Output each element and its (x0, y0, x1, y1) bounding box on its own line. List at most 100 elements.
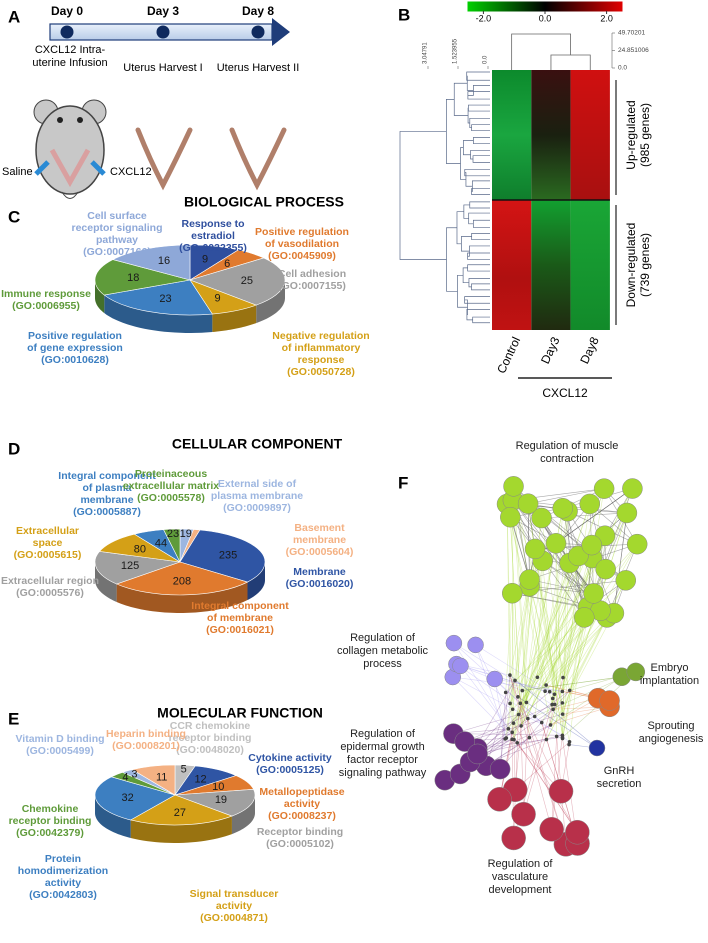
network-hub-node (560, 701, 565, 705)
data-label: 23 (167, 528, 179, 540)
dendrogram (464, 169, 490, 177)
category-label: Negative regulation of inflammatory resp… (266, 330, 376, 378)
dendro-scale-label: 3.04791 (423, 42, 429, 64)
network-edge (534, 548, 563, 715)
network-edge (475, 644, 507, 739)
pie-slice (115, 561, 249, 596)
go-id: (GO:0016020) (285, 578, 354, 590)
category-label: Cell adhesion (GO:0007155) (266, 268, 358, 292)
go-id: (GO:0032355) (179, 242, 247, 254)
pie-slice (94, 551, 181, 585)
network-node (552, 498, 573, 519)
network-edge (555, 543, 563, 739)
network-node (454, 731, 476, 752)
dendrogram (457, 274, 468, 308)
network-edge (477, 735, 563, 755)
network-node (595, 558, 616, 580)
network-edge (613, 512, 628, 614)
network-hub-node (527, 735, 532, 740)
module-label: Regulation of epidermal growth factor re… (338, 728, 427, 779)
dendrogram (471, 233, 490, 241)
category-name: External side of plasma membrane (210, 478, 304, 502)
network-edge (514, 680, 567, 845)
network-edge (513, 543, 557, 740)
module-label: Regulation of muscle contraction (515, 440, 619, 465)
network-edge (555, 488, 633, 544)
network-edge (555, 543, 589, 608)
dendrogram (469, 117, 490, 129)
network-node (593, 478, 615, 499)
data-label: 208 (173, 576, 191, 588)
network-edge (475, 644, 555, 695)
dendrogram (464, 299, 468, 315)
panel-letter: F (398, 473, 408, 492)
network-edge (518, 503, 591, 715)
network-node (539, 817, 564, 842)
dendrogram (467, 91, 490, 100)
pie-slice (131, 764, 176, 796)
data-label: 4 (122, 771, 128, 783)
dendrogram (466, 75, 474, 91)
network-edge (513, 543, 638, 724)
category-label: Receptor binding (GO:0005102) (255, 826, 345, 850)
network-node (517, 493, 539, 514)
category-label: Response to estradiol (GO:0032355) (168, 218, 258, 254)
data-label: 11 (156, 772, 167, 784)
dendrogram (472, 316, 490, 324)
data-label: 16 (158, 255, 170, 267)
network-hub-node (524, 700, 529, 705)
pie-slice-side (116, 582, 248, 613)
timeline-dot (156, 25, 170, 39)
data-label: 3 (131, 768, 137, 780)
go-id: (GO:0005125) (256, 764, 324, 776)
network-edge (456, 663, 555, 695)
treatment-label: Saline (2, 166, 33, 178)
network-edge (568, 617, 585, 745)
go-id: (GO:0042803) (29, 889, 97, 901)
network-edge (551, 545, 592, 705)
day-label: Day 0 (51, 4, 83, 18)
data-label: 9 (202, 254, 208, 266)
network-node (501, 825, 526, 851)
colorbar (467, 1, 623, 12)
network-hub-node (539, 720, 544, 725)
category-name: Receptor binding (256, 826, 344, 838)
category-name: Metallopeptidase activity (259, 786, 345, 810)
network-node (599, 690, 620, 711)
dendrogram (471, 180, 490, 192)
dendro-scale-label: 49.70201 (618, 30, 645, 37)
dendrogram (472, 155, 490, 163)
category-name: Immune response (1, 288, 91, 300)
network-edge (511, 593, 515, 740)
network-hub-node (520, 688, 525, 693)
network-node (574, 607, 595, 628)
go-id: (GO:0005887) (73, 506, 141, 518)
network-hub-node (561, 675, 565, 680)
network-hub-node (519, 724, 523, 728)
network-node (452, 657, 469, 675)
network-edge (569, 617, 608, 691)
pie-slice (163, 528, 181, 563)
go-id: (GO:0005604) (285, 546, 354, 558)
data-label: 235 (219, 549, 237, 561)
cluster-label: Up-regulated (624, 100, 638, 169)
module-label: Regulation of collagen metabolic process (336, 632, 429, 670)
network-edge (529, 585, 594, 594)
network-edge (464, 704, 555, 742)
go-id: (GO:0005102) (266, 838, 334, 850)
network-node (581, 534, 602, 556)
network-edge (452, 676, 518, 744)
network-hub-node (560, 733, 565, 738)
network-node (615, 570, 637, 591)
category-name: Heparin binding (106, 728, 186, 740)
dendrogram (471, 124, 490, 132)
network-hub-node (551, 707, 555, 712)
network-hub-node (535, 675, 540, 680)
network-edge (527, 488, 605, 719)
dendrogram (463, 140, 474, 156)
category-name: Integral component of membrane (191, 600, 289, 624)
category-name: Response to estradiol (181, 218, 245, 242)
panel-letter: D (8, 439, 20, 458)
network-edge (494, 678, 563, 692)
network-edge (523, 718, 529, 815)
